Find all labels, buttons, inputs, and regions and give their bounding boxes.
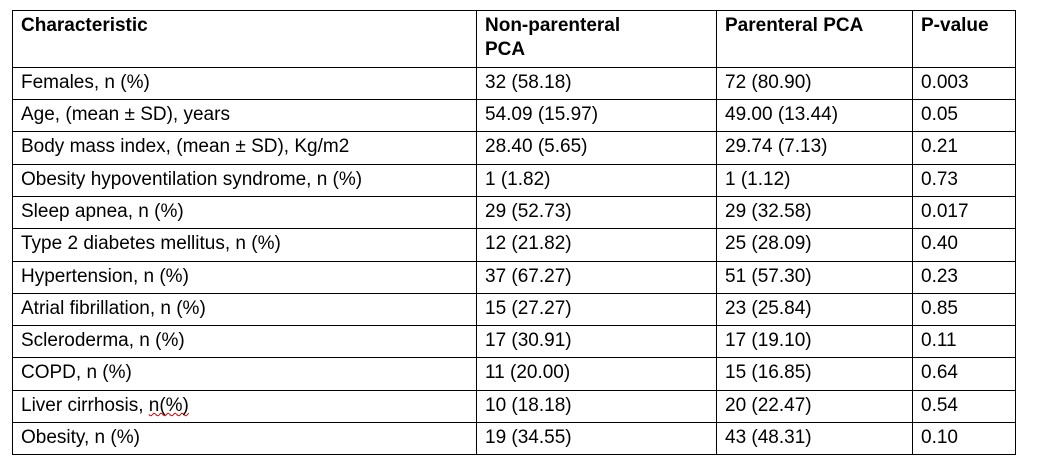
characteristics-table: Characteristic Non-parenteral PCA Parent… <box>12 10 1016 456</box>
table-row: Females, n (%) 32 (58.18) 72 (80.90) 0.0… <box>12 66 1016 100</box>
cell-non-parenteral: 1 (1.82) <box>476 163 717 197</box>
cell-non-parenteral: 10 (18.18) <box>476 389 717 424</box>
table-row: Type 2 diabetes mellitus, n (%) 12 (21.8… <box>12 228 1016 262</box>
cell-p-value: 0.003 <box>912 66 1016 100</box>
table-row: Atrial fibrillation, n (%) 15 (27.27) 23… <box>12 292 1016 327</box>
cell-characteristic: Scleroderma, n (%) <box>12 325 477 359</box>
cell-characteristic: Hypertension, n (%) <box>12 260 477 294</box>
cell-parenteral: 1 (1.12) <box>716 163 913 197</box>
cell-non-parenteral: 28.40 (5.65) <box>476 131 717 165</box>
cell-parenteral: 29.74 (7.13) <box>716 131 913 165</box>
cell-p-value: 0.11 <box>912 325 1016 359</box>
cell-non-parenteral: 37 (67.27) <box>476 260 717 294</box>
table-header-row: Characteristic Non-parenteral PCA Parent… <box>12 10 1016 68</box>
column-header-non-parenteral-pca: Non-parenteral PCA <box>476 10 717 68</box>
column-header-parenteral-pca: Parenteral PCA <box>716 10 913 68</box>
cell-parenteral: 51 (57.30) <box>716 260 913 294</box>
table-row: Obesity hypoventilation syndrome, n (%) … <box>12 163 1016 197</box>
cell-characteristic: Liver cirrhosis, n(%) <box>12 389 477 424</box>
cell-p-value: 0.85 <box>912 292 1016 327</box>
table-row: Age, (mean ± SD), years 54.09 (15.97) 49… <box>12 98 1016 133</box>
cell-characteristic: Sleep apnea, n (%) <box>12 195 477 230</box>
cell-non-parenteral: 54.09 (15.97) <box>476 98 717 133</box>
cell-characteristic: Atrial fibrillation, n (%) <box>12 292 477 327</box>
table-row: Body mass index, (mean ± SD), Kg/m2 28.4… <box>12 131 1016 165</box>
cell-non-parenteral: 32 (58.18) <box>476 66 717 100</box>
column-header-p-value: P-value <box>912 10 1016 68</box>
cell-parenteral: 29 (32.58) <box>716 195 913 230</box>
table-row: Sleep apnea, n (%) 29 (52.73) 29 (32.58)… <box>12 195 1016 230</box>
cell-non-parenteral: 12 (21.82) <box>476 228 717 262</box>
table-row: Obesity, n (%) 19 (34.55) 43 (48.31) 0.1… <box>12 422 1016 456</box>
cell-p-value: 0.21 <box>912 131 1016 165</box>
cell-non-parenteral: 15 (27.27) <box>476 292 717 327</box>
cell-p-value: 0.10 <box>912 422 1016 456</box>
cell-parenteral: 20 (22.47) <box>716 389 913 424</box>
cell-parenteral: 72 (80.90) <box>716 66 913 100</box>
cell-non-parenteral: 19 (34.55) <box>476 422 717 456</box>
cell-p-value: 0.64 <box>912 357 1016 391</box>
characteristic-text: Liver cirrhosis, <box>21 394 149 416</box>
cell-p-value: 0.54 <box>912 389 1016 424</box>
cell-characteristic: Type 2 diabetes mellitus, n (%) <box>12 228 477 262</box>
table-row: Hypertension, n (%) 37 (67.27) 51 (57.30… <box>12 260 1016 294</box>
cell-parenteral: 15 (16.85) <box>716 357 913 391</box>
cell-non-parenteral: 29 (52.73) <box>476 195 717 230</box>
spellcheck-flagged-text: n(%) <box>148 394 189 416</box>
cell-parenteral: 17 (19.10) <box>716 325 913 359</box>
column-header-characteristic: Characteristic <box>12 10 477 68</box>
cell-characteristic: COPD, n (%) <box>12 357 477 391</box>
cell-parenteral: 49.00 (13.44) <box>716 98 913 133</box>
cell-characteristic: Age, (mean ± SD), years <box>12 98 477 133</box>
cell-p-value: 0.05 <box>912 98 1016 133</box>
cell-characteristic: Obesity hypoventilation syndrome, n (%) <box>12 163 477 197</box>
cell-parenteral: 25 (28.09) <box>716 228 913 262</box>
cell-p-value: 0.23 <box>912 260 1016 294</box>
cell-parenteral: 23 (25.84) <box>716 292 913 327</box>
cell-p-value: 0.017 <box>912 195 1016 230</box>
table-row: Scleroderma, n (%) 17 (30.91) 17 (19.10)… <box>12 325 1016 359</box>
cell-p-value: 0.73 <box>912 163 1016 197</box>
cell-characteristic: Body mass index, (mean ± SD), Kg/m2 <box>12 131 477 165</box>
cell-non-parenteral: 11 (20.00) <box>476 357 717 391</box>
cell-non-parenteral: 17 (30.91) <box>476 325 717 359</box>
table-row: COPD, n (%) 11 (20.00) 15 (16.85) 0.64 <box>12 357 1016 391</box>
cell-characteristic: Females, n (%) <box>12 66 477 100</box>
cell-p-value: 0.40 <box>912 228 1016 262</box>
cell-parenteral: 43 (48.31) <box>716 422 913 456</box>
table-row: Liver cirrhosis, n(%) 10 (18.18) 20 (22.… <box>12 389 1016 424</box>
cell-characteristic: Obesity, n (%) <box>12 422 477 456</box>
